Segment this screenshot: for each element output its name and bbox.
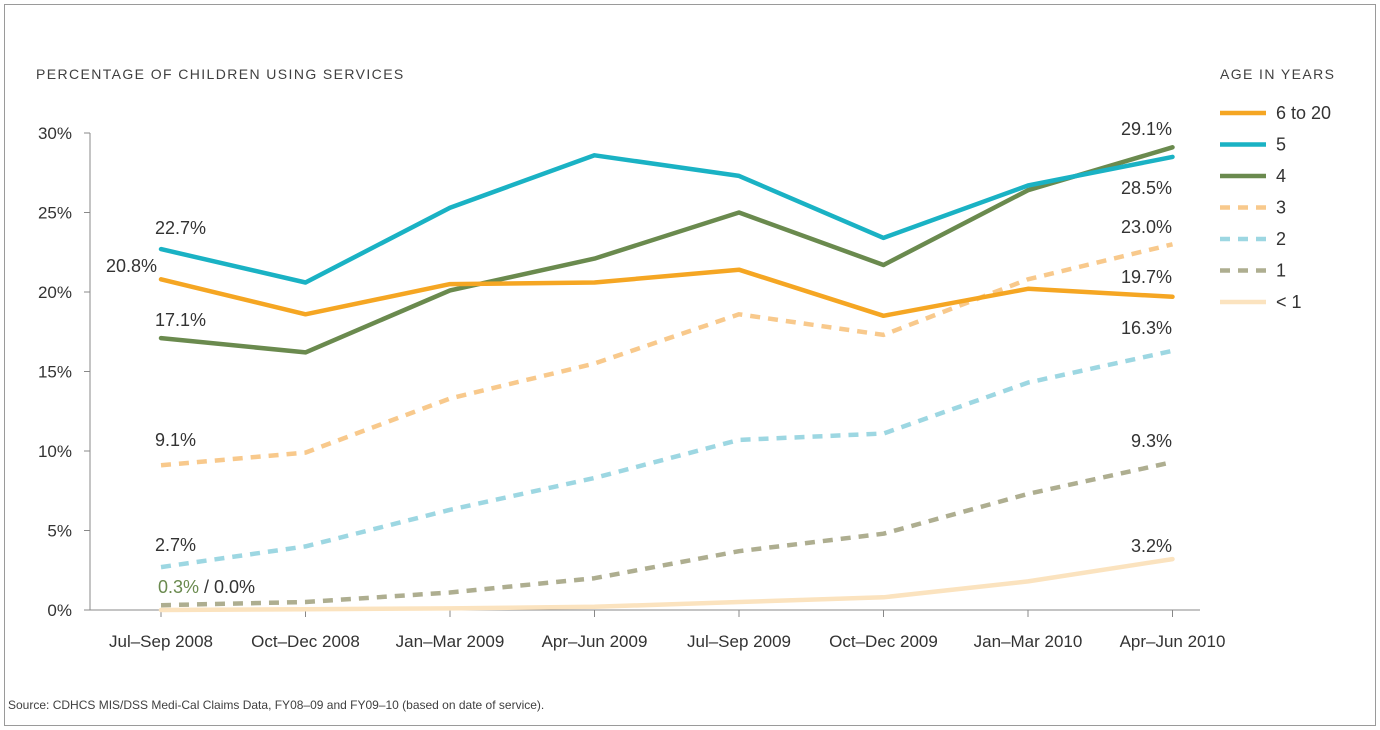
x-tick-label: Oct–Dec 2008 bbox=[251, 632, 360, 651]
legend: 6 to 20 5 4 3 2 1 < 1 bbox=[1220, 103, 1331, 312]
legend-label: 6 to 20 bbox=[1276, 103, 1331, 123]
data-label: 22.7% bbox=[155, 218, 206, 238]
data-label: 20.8% bbox=[106, 256, 157, 276]
data-label: 2.7% bbox=[155, 535, 196, 555]
data-label: 19.7% bbox=[1121, 267, 1172, 287]
data-label: 23.0% bbox=[1121, 217, 1172, 237]
series-line--1 bbox=[158, 556, 1175, 613]
data-label: 16.3% bbox=[1121, 318, 1172, 338]
data-label: 17.1% bbox=[155, 310, 206, 330]
y-tick-label: 15% bbox=[38, 363, 72, 382]
y-tick-label: 0% bbox=[47, 601, 72, 620]
y-tick-label: 10% bbox=[38, 442, 72, 461]
x-tick-label: Apr–Jun 2010 bbox=[1120, 632, 1226, 651]
series-line-5 bbox=[158, 153, 1175, 285]
y-tick-label: 20% bbox=[38, 283, 72, 302]
data-label: 9.1% bbox=[155, 430, 196, 450]
chart-frame bbox=[4, 4, 1376, 726]
y-tick-label: 5% bbox=[47, 522, 72, 541]
legend-label: < 1 bbox=[1276, 292, 1302, 312]
x-tick-label: Jan–Mar 2009 bbox=[396, 632, 505, 651]
series-line-1 bbox=[160, 459, 1173, 608]
x-tick-label: Jul–Sep 2009 bbox=[687, 632, 791, 651]
legend-label: 2 bbox=[1276, 229, 1286, 249]
legend-label: 4 bbox=[1276, 166, 1286, 186]
legend-label: 3 bbox=[1276, 198, 1286, 218]
legend-label: 1 bbox=[1276, 261, 1286, 281]
x-tick-label: Jul–Sep 2008 bbox=[109, 632, 213, 651]
y-tick-label: 25% bbox=[38, 204, 72, 223]
data-label: 9.3% bbox=[1131, 431, 1172, 451]
legend-label: 5 bbox=[1276, 135, 1286, 155]
series-line-6-to-20 bbox=[158, 267, 1175, 319]
data-label: 28.5% bbox=[1121, 178, 1172, 198]
start-label: 0.3% / 0.0% bbox=[158, 577, 255, 597]
chart-axes: 0% 5% 10% 15% 20% 25% 30% Jul–Sep 2008 Oct–Dec 2… bbox=[38, 124, 1225, 651]
data-label: 3.2% bbox=[1131, 536, 1172, 556]
y-tick-label: 30% bbox=[38, 124, 72, 143]
x-tick-label: Jan–Mar 2010 bbox=[974, 632, 1083, 651]
source-note: Source: CDHCS MIS/DSS Medi-Cal Claims Da… bbox=[8, 698, 545, 712]
series-line-3 bbox=[160, 242, 1174, 468]
series-line-4 bbox=[158, 145, 1175, 355]
data-labels: 22.7% 20.8% 17.1% 9.1% 2.7% 29.1% 28.5% 23.0% 19… bbox=[106, 119, 1172, 597]
legend-title: AGE IN YEARS bbox=[1220, 66, 1336, 82]
x-tick-label: Apr–Jun 2009 bbox=[542, 632, 648, 651]
y-axis-title: PERCENTAGE OF CHILDREN USING SERVICES bbox=[36, 66, 405, 82]
start-label-part2: / 0.0% bbox=[199, 577, 255, 597]
x-tick-label: Oct–Dec 2009 bbox=[829, 632, 938, 651]
start-label-part1: 0.3% bbox=[158, 577, 199, 597]
data-label: 29.1% bbox=[1121, 119, 1172, 139]
chart-lines bbox=[158, 145, 1175, 613]
series-line-2 bbox=[160, 348, 1173, 570]
